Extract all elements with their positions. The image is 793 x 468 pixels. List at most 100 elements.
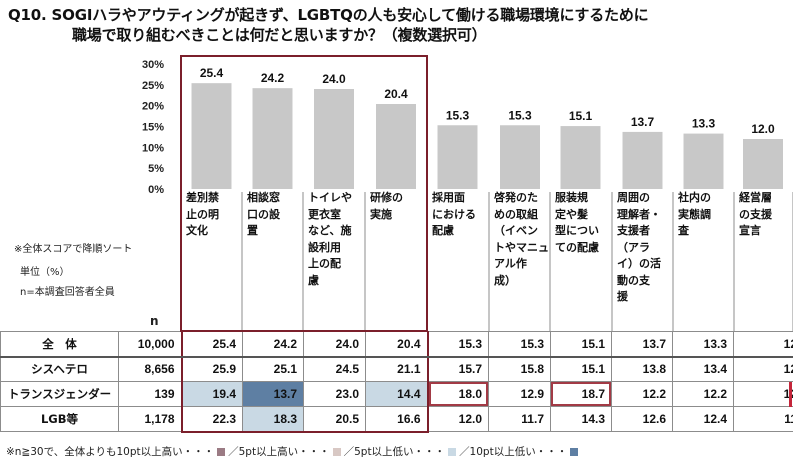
- bar-1: [191, 83, 232, 189]
- unit-note: 単位（%）: [20, 267, 70, 278]
- table-cell: 12.0: [733, 331, 793, 358]
- table-cell: 14.4: [365, 381, 429, 407]
- table-cell: 20.4: [365, 331, 429, 358]
- y-tick-label: 10%: [142, 142, 164, 154]
- table-cell: 15.8: [488, 356, 551, 382]
- bar-chart: 30% 25% 20% 15% 10% 5% 0% 25.4 24.2 24.0 20.4 15.3 1…: [142, 59, 793, 331]
- table-cell: 15.7: [427, 356, 489, 382]
- sample-size: 1,178: [118, 406, 182, 432]
- table-row: トランスジェンダー 139 19.4 13.7 23.0 14.4 18.0 12.9 18.7…: [0, 381, 793, 407]
- table-cell: 18.7: [550, 381, 612, 407]
- bar-value-label: 15.3: [446, 108, 470, 122]
- bar-5: [437, 125, 478, 189]
- table-cell: 20.5: [303, 406, 366, 433]
- table-cell: 13.4: [672, 356, 734, 382]
- table-cell: 12.4: [672, 406, 734, 432]
- n-header: n: [150, 314, 159, 328]
- table-cell: 11.9: [733, 406, 793, 432]
- table-cell: 12.0: [733, 356, 793, 382]
- y-tick-label: 0%: [148, 184, 164, 196]
- y-tick-label: 30%: [142, 59, 164, 71]
- y-tick-label: 15%: [142, 122, 164, 134]
- table-cell: 13.3: [672, 331, 734, 358]
- sample-size: 139: [118, 381, 182, 407]
- legend-swatch-10pt-low: [570, 448, 579, 456]
- bar-value-label: 13.3: [692, 117, 716, 131]
- table-cell: 12.9: [733, 381, 793, 407]
- bar-3: [314, 89, 354, 189]
- category-label: 採用面 における 配慮: [432, 191, 476, 237]
- category-label: 啓発のた めの取組 （イベン トやマニュ アル作 成）: [494, 191, 549, 287]
- sample-size: 8,656: [118, 356, 182, 382]
- base-note: n=本調査回答者全員: [20, 287, 115, 298]
- legend-swatch-5pt-low: [448, 448, 457, 456]
- bar-value-label: 25.4: [200, 66, 224, 80]
- bar-value-label: 15.1: [569, 109, 593, 123]
- table-cell: 15.3: [488, 331, 551, 358]
- table-cell: 18.3: [242, 406, 304, 433]
- category-label: 服装規 定や髪 型につい ての配慮: [555, 191, 599, 254]
- bar-value-label: 20.4: [384, 87, 408, 101]
- table-cell: 13.7: [242, 381, 304, 407]
- category-label: トイレや 更衣室 など、施 設利用 上の配 慮: [308, 191, 352, 287]
- table-cell: 13.7: [611, 331, 673, 358]
- bar-value-label: 24.2: [261, 71, 285, 85]
- table-cell: 12.6: [611, 406, 673, 432]
- question-title-line2: 職場で取り組むべきことは何だと思いますか？（複数選択可）: [72, 26, 487, 44]
- bar-10: [743, 139, 783, 189]
- table-cell: 11.7: [488, 406, 551, 432]
- table-cell: 21.1: [365, 356, 429, 382]
- table-cell: 24.5: [303, 356, 366, 382]
- legend-text-5pt-low: ／5pt以上低い・・・: [343, 446, 446, 458]
- edge-marker: [789, 382, 792, 407]
- category-label: 社内の 実態調 査: [678, 191, 711, 237]
- bar-8: [622, 131, 663, 189]
- y-tick-label: 5%: [148, 163, 164, 175]
- table-cell: 15.3: [427, 331, 489, 358]
- row-label: シスヘテロ: [0, 356, 119, 382]
- bar-4: [376, 104, 416, 189]
- row-label: 全 体: [0, 331, 119, 358]
- category-label: 差別禁 止の明 文化: [186, 191, 219, 237]
- legend-swatch-10pt-high: [217, 448, 226, 456]
- bar-value-label: 15.3: [508, 108, 532, 122]
- row-label: LGB等: [0, 406, 119, 432]
- bar-value-label: 24.0: [322, 72, 346, 86]
- table-cell: 25.9: [180, 356, 243, 382]
- table-cell: 12.2: [611, 381, 673, 407]
- table-cell: 25.1: [242, 356, 304, 382]
- table-cell: 24.0: [303, 331, 366, 358]
- table-row: 全 体 10,000 25.4 24.2 24.0 20.4 15.3 15.3 15.1 13.…: [0, 331, 793, 358]
- table-cell: 19.4: [180, 381, 243, 407]
- y-tick-label: 25%: [142, 80, 164, 92]
- category-label: 周囲の 理解者・ 支援者 （アラ イ）の活 動の支 援: [617, 191, 661, 303]
- bar-value-label: 13.7: [631, 115, 655, 129]
- table-cell: 25.4: [180, 331, 243, 358]
- sort-note: ※全体スコアで降順ソート: [14, 244, 133, 255]
- bar-6: [500, 125, 540, 189]
- table-row: LGB等 1,178 22.3 18.3 20.5 16.6 12.0 11.7 14.3 12.…: [0, 406, 793, 433]
- question-title-line1: Q10. SOGIハラやアウティングが起きず、LGBTQの人も安心して働ける職場…: [8, 6, 649, 24]
- bar-9: [683, 133, 724, 189]
- table-cell: 15.1: [550, 356, 612, 382]
- legend-text-10pt-low: ／10pt以上低い・・・: [459, 446, 568, 458]
- table-cell: 16.6: [365, 406, 429, 433]
- table-cell: 15.1: [550, 331, 612, 358]
- crosstab-table: 全 体 10,000 25.4 24.2 24.0 20.4 15.3 15.3 15.1 13.…: [0, 331, 793, 433]
- table-cell: 12.2: [672, 381, 734, 407]
- legend-swatch-5pt-high: [332, 448, 341, 456]
- table-cell: 23.0: [303, 381, 366, 407]
- bar-2: [252, 88, 293, 189]
- table-cell: 12.9: [488, 381, 551, 407]
- table-row: シスヘテロ 8,656 25.9 25.1 24.5 21.1 15.7 15.8 15.1 13…: [0, 356, 793, 382]
- table-cell: 13.8: [611, 356, 673, 382]
- legend: ※n≧30で、全体よりも10pt以上高い・・・ ／5pt以上高い・・・ ／5pt以上…: [6, 444, 581, 459]
- legend-text-10pt-high: ※n≧30で、全体よりも10pt以上高い・・・: [6, 446, 215, 458]
- y-tick-label: 20%: [142, 101, 164, 113]
- legend-text-5pt-high: ／5pt以上高い・・・: [228, 446, 330, 458]
- table-cell: 14.3: [550, 406, 612, 432]
- category-label: 相談窓 口の設 置: [247, 191, 280, 237]
- category-label: 研修の 実施: [370, 191, 403, 221]
- table-cell: 12.0: [427, 406, 489, 432]
- table-cell: 22.3: [180, 406, 243, 433]
